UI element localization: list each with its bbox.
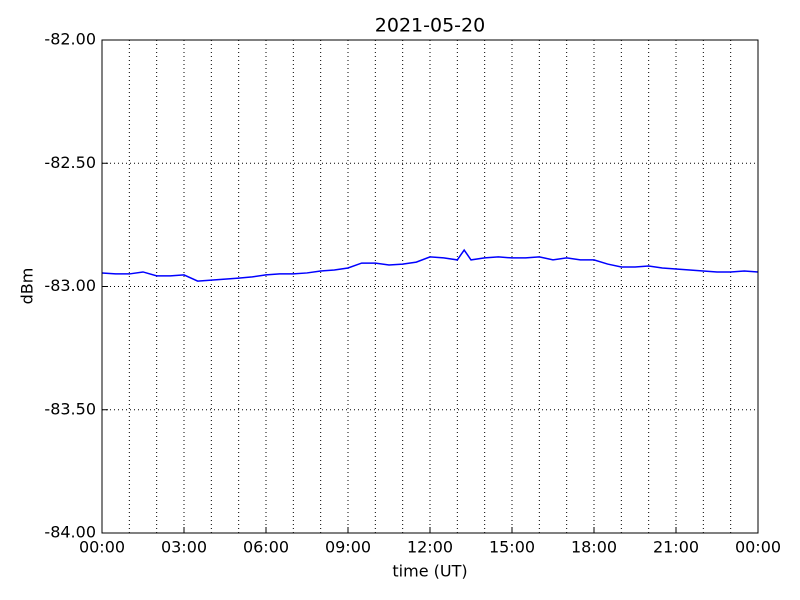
x-axis-label: time (UT) [392, 562, 467, 581]
x-tick-label: 21:00 [653, 538, 699, 557]
y-tick-label: -82.00 [44, 30, 96, 49]
x-tick-label: 00:00 [735, 538, 781, 557]
y-tick-label: -82.50 [44, 153, 96, 172]
y-axis-label: dBm [18, 268, 37, 305]
data-line [101, 248, 759, 282]
plot-frame [101, 39, 759, 534]
x-tick-label: 09:00 [325, 538, 371, 557]
y-tick-label: -83.50 [44, 399, 96, 418]
x-tick-label: 15:00 [489, 538, 535, 557]
y-tick-label: -83.00 [44, 276, 96, 295]
chart-title: 2021-05-20 [375, 15, 485, 37]
x-tick-label: 12:00 [407, 538, 453, 557]
x-tick-label: 18:00 [571, 538, 617, 557]
x-tick-label: 00:00 [79, 538, 125, 557]
x-tick-label: 03:00 [161, 538, 207, 557]
y-tick-label: -84.00 [44, 523, 96, 542]
x-tick-label: 06:00 [243, 538, 289, 557]
